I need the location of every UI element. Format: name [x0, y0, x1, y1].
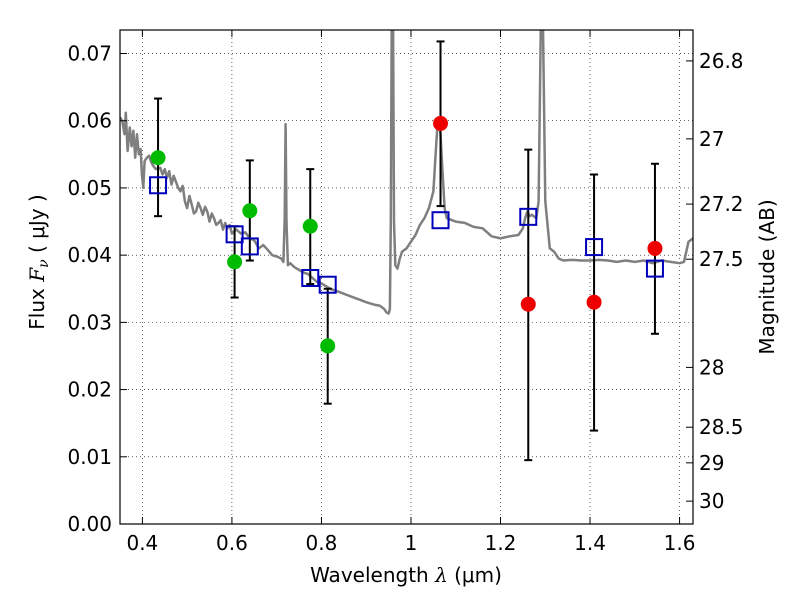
y2-tick-label: 27.5: [699, 247, 744, 271]
green-data-point: [320, 338, 336, 354]
y-tick-label: 0.03: [67, 310, 112, 334]
model-square-point: [585, 238, 604, 257]
y2-axis-title: Magnitude (AB): [755, 199, 779, 354]
y2-tick-label: 27.2: [699, 192, 744, 216]
y2-tick-label: 29: [699, 451, 724, 475]
model-square-point: [225, 225, 244, 244]
green-data-point: [302, 218, 318, 234]
red-data-point: [586, 294, 602, 310]
x-tick-label: 0.4: [126, 531, 158, 555]
model-square-point: [645, 259, 664, 278]
model-spectrum: [120, 30, 693, 315]
red-data-point: [520, 296, 536, 312]
model-square-point: [431, 211, 450, 230]
y-tick-label: 0.07: [67, 42, 112, 66]
y-tick-label: 0.05: [67, 176, 112, 200]
y-tick-label: 0.02: [67, 378, 112, 402]
grid: [120, 30, 693, 525]
model-square-point: [519, 207, 538, 226]
model-square-point: [149, 176, 168, 195]
x-tick-label: 1.6: [664, 531, 696, 555]
y2-tick-label: 26.8: [699, 49, 744, 73]
axis-ticks: 0.4 0.6 0.8 1 1.2 1.4 1.6 0.00 0.01 0.02 0.03 0.04 0…: [67, 30, 744, 555]
y-tick-label: 0.04: [67, 243, 112, 267]
red-data-point: [433, 115, 449, 131]
x-tick-label: 1.4: [574, 531, 606, 555]
y-axis-title: Flux Fν ( μJy ): [25, 194, 52, 329]
model-spectrum-line: [120, 30, 693, 315]
green-data-point: [242, 203, 258, 219]
y2-tick-label: 27: [699, 127, 724, 151]
y2-tick-label: 28: [699, 355, 724, 379]
y-tick-label: 0.00: [67, 512, 112, 536]
y2-tick-label: 30: [699, 489, 724, 513]
model-square-point: [318, 275, 337, 294]
x-tick-label: 1: [405, 531, 418, 555]
plot-frame: [119, 29, 694, 525]
x-tick-label: 0.8: [306, 531, 338, 555]
x-tick-label: 1.2: [485, 531, 517, 555]
data-markers: [149, 115, 664, 354]
red-data-point: [647, 240, 663, 256]
error-bars: [154, 40, 659, 462]
x-tick-label: 0.6: [216, 531, 248, 555]
green-data-point: [150, 150, 166, 166]
y-tick-label: 0.01: [67, 445, 112, 469]
model-square-point: [301, 269, 320, 288]
x-axis-title: Wavelength λ (μm): [310, 563, 502, 587]
y2-tick-label: 28.5: [699, 415, 744, 439]
y-tick-label: 0.06: [67, 109, 112, 133]
green-data-point: [227, 254, 243, 270]
model-square-point: [240, 237, 259, 256]
